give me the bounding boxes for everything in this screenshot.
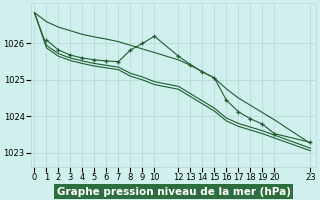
X-axis label: Graphe pression niveau de la mer (hPa): Graphe pression niveau de la mer (hPa) [57,187,291,197]
